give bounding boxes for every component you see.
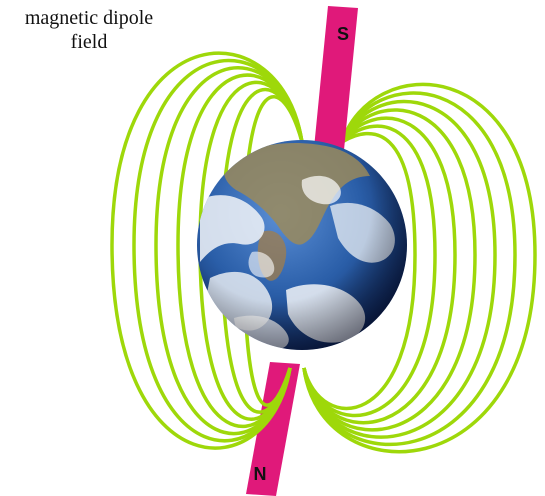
diagram-title: magnetic dipole field [4,6,174,54]
north-pole-label: N [254,464,267,484]
field-line-right [302,124,437,418]
magnet-north-segment [246,362,300,496]
earth-globe-icon [197,140,407,350]
field-line-right [302,82,537,454]
title-line-1: magnetic dipole [24,7,154,29]
title-line-2: field [70,31,108,53]
field-line-right [302,108,477,432]
field-line-left [154,66,304,436]
south-pole-label: S [337,24,349,44]
field-line-right [302,116,457,425]
field-line-right [302,91,517,447]
field-line-right [302,131,417,411]
field-line-left [176,73,304,429]
field-line-left [110,51,304,450]
magnet-south-segment [314,6,358,150]
field-line-left [132,58,304,443]
field-line-right [302,99,497,439]
